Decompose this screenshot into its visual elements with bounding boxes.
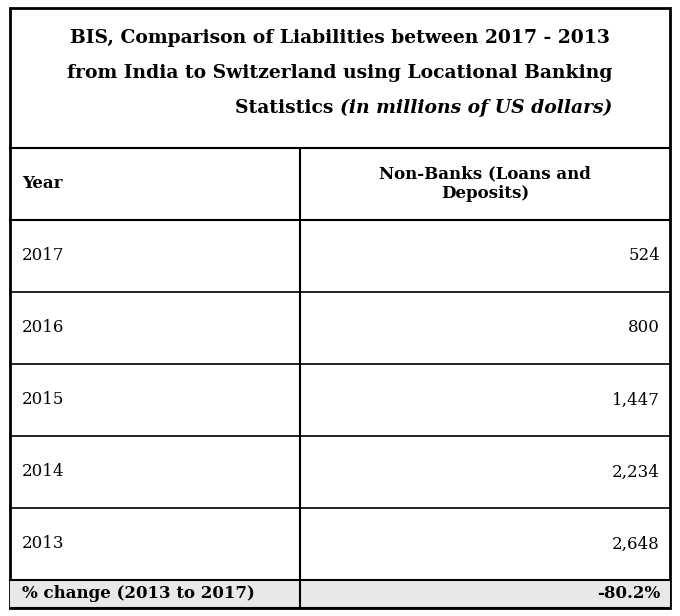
Text: 800: 800 [628, 320, 660, 336]
Text: 2016: 2016 [22, 320, 65, 336]
Text: from India to Switzerland using Locational Banking: from India to Switzerland using Location… [67, 64, 613, 82]
Text: 2014: 2014 [22, 463, 65, 480]
Text: 2013: 2013 [22, 535, 65, 553]
Text: (in millions of US dollars): (in millions of US dollars) [340, 99, 613, 117]
Text: Statistics: Statistics [235, 99, 340, 117]
Bar [10, 580, 670, 608]
Text: Year: Year [22, 176, 63, 192]
Text: -80.2%: -80.2% [597, 585, 660, 602]
Text: 524: 524 [628, 248, 660, 264]
Text: 2015: 2015 [22, 392, 65, 408]
Text: 1,447: 1,447 [612, 392, 660, 408]
Text: 2,234: 2,234 [612, 463, 660, 480]
Text: 2017: 2017 [22, 248, 65, 264]
Text: Non-Banks (Loans and
Deposits): Non-Banks (Loans and Deposits) [379, 166, 591, 202]
Text: 2,648: 2,648 [612, 535, 660, 553]
Text: BIS, Comparison of Liabilities between 2017 - 2013: BIS, Comparison of Liabilities between 2… [70, 29, 610, 47]
Text: % change (2013 to 2017): % change (2013 to 2017) [22, 585, 255, 602]
